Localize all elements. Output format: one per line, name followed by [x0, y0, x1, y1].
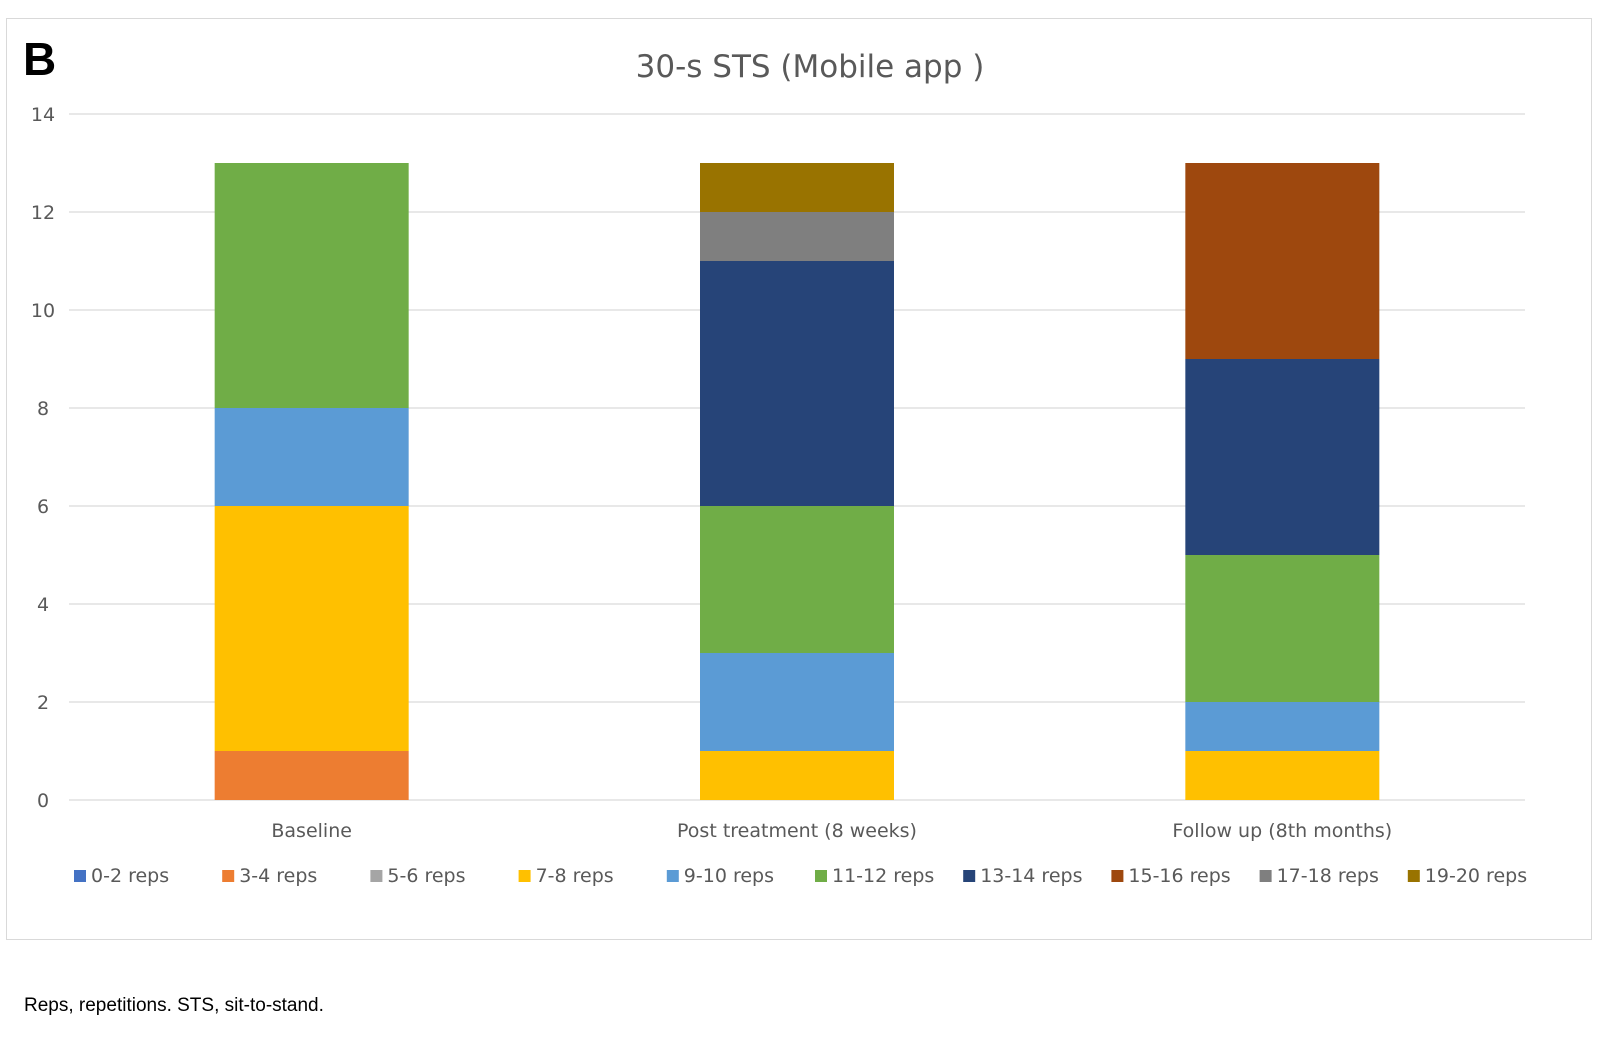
chart-title: 30-s STS (Mobile app )	[636, 49, 985, 85]
legend-swatch	[1407, 870, 1420, 882]
y-tick-label: 2	[37, 692, 49, 714]
panel-label: B	[23, 33, 56, 85]
bar-segment-9-10-reps	[1185, 702, 1380, 751]
y-tick-label: 14	[31, 104, 55, 126]
legend-entry: 11-12 reps	[832, 865, 934, 887]
figure-caption: Reps, repetitions. STS, sit-to-stand.	[24, 995, 324, 1016]
legend-swatch	[518, 870, 531, 882]
y-axis-ticks: 0 2 4 6 8 10 12 14	[31, 104, 55, 812]
bar-segment-13-14-reps	[700, 261, 894, 506]
y-tick-label: 0	[37, 790, 49, 812]
legend-swatch	[370, 870, 383, 882]
bar-segment-11-12-reps	[214, 163, 409, 408]
bar-segment-3-4-reps	[214, 751, 409, 800]
legend-entry: 19-20 reps	[1425, 865, 1527, 887]
chart-frame: B 30-s STS (Mobile app ) 0 2 4 6 8 10 12 14 Bas…	[6, 18, 1592, 940]
legend-entry: 3-4 reps	[239, 865, 317, 887]
legend-entry: 5-6 reps	[387, 865, 465, 887]
bar-segment-7-8-reps	[1185, 751, 1380, 800]
legend-entry: 0-2 reps	[91, 865, 169, 887]
legend-swatch	[74, 870, 86, 882]
legend-entry: 7-8 reps	[536, 865, 614, 887]
bars	[214, 163, 1380, 800]
stacked-bar-chart: B 30-s STS (Mobile app ) 0 2 4 6 8 10 12 14 Bas…	[23, 33, 1527, 887]
y-tick-label: 6	[37, 496, 49, 518]
y-tick-label: 12	[31, 202, 55, 224]
legend-swatch	[815, 870, 827, 882]
bar-segment-13-14-reps	[1185, 359, 1380, 555]
bar-segment-9-10-reps	[700, 653, 894, 751]
legend-entry: 9-10 reps	[684, 865, 774, 887]
bar-segment-11-12-reps	[1185, 555, 1380, 702]
y-tick-label: 10	[31, 300, 55, 322]
bar-segment-7-8-reps	[214, 506, 409, 751]
bar-segment-19-20-reps	[700, 163, 894, 212]
legend-swatch	[666, 870, 679, 882]
x-category-label: Baseline	[271, 820, 352, 842]
legend-swatch	[1259, 870, 1272, 882]
bar-segment-9-10-reps	[214, 408, 409, 506]
y-tick-label: 4	[37, 594, 49, 616]
legend-swatch	[963, 870, 976, 882]
legend-entry: 13-14 reps	[980, 865, 1082, 887]
x-axis-categories: Baseline Post treatment (8 weeks) Follow u…	[271, 820, 1392, 842]
bar-segment-15-16-reps	[1185, 163, 1380, 359]
legend-entry: 15-16 reps	[1128, 865, 1230, 887]
bar-segment-17-18-reps	[700, 212, 894, 261]
legend-swatch	[222, 870, 235, 882]
bar-segment-11-12-reps	[700, 506, 894, 653]
legend: 0-2 reps 3-4 reps 5-6 reps 7-8 reps 9-10 rep…	[74, 865, 1527, 887]
legend-entry: 17-18 reps	[1277, 865, 1379, 887]
legend-swatch	[1111, 870, 1124, 882]
x-category-label: Follow up (8th months)	[1172, 820, 1392, 842]
x-category-label: Post treatment (8 weeks)	[677, 820, 917, 842]
bar-segment-7-8-reps	[700, 751, 894, 800]
y-tick-label: 8	[37, 398, 49, 420]
